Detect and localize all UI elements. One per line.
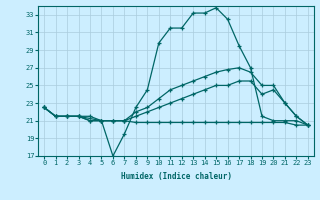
X-axis label: Humidex (Indice chaleur): Humidex (Indice chaleur): [121, 172, 231, 181]
